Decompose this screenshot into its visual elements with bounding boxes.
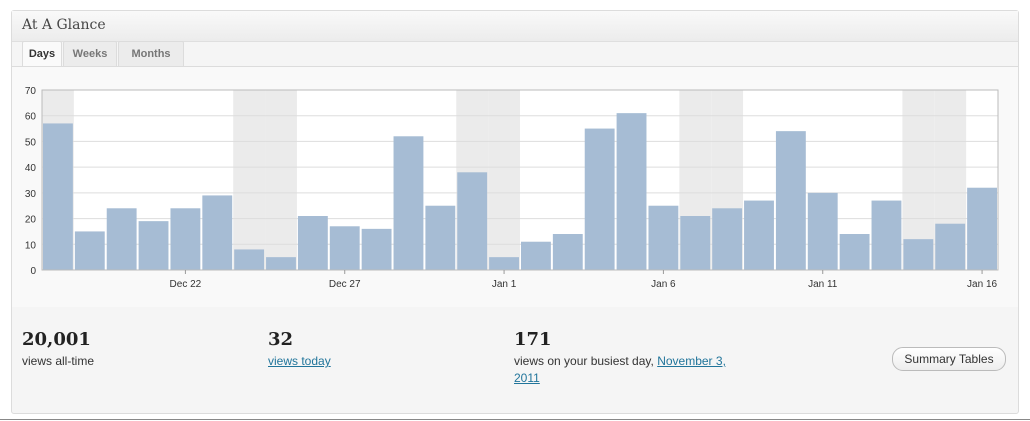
data-bar — [807, 192, 838, 270]
data-bar — [425, 205, 456, 270]
x-tick-label: Dec 22 — [170, 279, 202, 290]
data-bar — [266, 257, 296, 270]
y-tick-label: 10 — [25, 240, 37, 251]
data-bar — [744, 200, 774, 270]
data-bar — [106, 208, 137, 270]
busiest-day-date-link[interactable]: November 3, — [657, 354, 726, 368]
data-bar — [839, 234, 870, 270]
data-bar — [903, 239, 934, 270]
y-tick-label: 40 — [25, 163, 37, 174]
data-bar — [138, 221, 169, 270]
page-divider — [0, 419, 1030, 420]
y-tick-label: 0 — [30, 266, 36, 277]
data-bar — [297, 216, 328, 270]
data-bar — [43, 123, 73, 270]
data-bar — [521, 241, 551, 270]
y-tick-label: 70 — [25, 86, 37, 97]
weekend-shade-band — [488, 90, 520, 270]
weekend-shade-band — [233, 90, 266, 270]
data-bar — [552, 234, 583, 270]
views-chart-area: 0 10 20 30 40 50 60 70 Dec 22 Dec 27 Jan 1 Jan 6 Jan… — [12, 66, 1018, 307]
busiest-day-year-link[interactable]: 2011 — [514, 371, 540, 385]
data-bar — [648, 205, 679, 270]
x-tick-label: Dec 27 — [329, 279, 361, 290]
weekend-shade-band — [265, 90, 297, 270]
today-views-value: 32 — [268, 329, 294, 350]
data-bar — [935, 223, 966, 270]
at-a-glance-panel: At A Glance Days Weeks Months 0 10 20 30 40 5… — [11, 10, 1019, 414]
tab-days[interactable]: Days — [22, 41, 62, 66]
stats-row: 20,001 views all-time 32 views today 171… — [12, 311, 1018, 411]
data-bar — [712, 208, 743, 270]
views-bar-chart: 0 10 20 30 40 50 60 70 Dec 22 Dec 27 Jan 1 Jan 6 Jan… — [25, 86, 999, 290]
y-tick-label: 60 — [25, 112, 37, 123]
data-bar — [234, 249, 265, 270]
data-bar — [74, 231, 105, 270]
data-bar — [967, 187, 997, 270]
data-bar — [361, 228, 392, 270]
tab-weeks[interactable]: Weeks — [63, 41, 117, 66]
data-bar — [680, 216, 711, 270]
data-bar — [457, 172, 488, 270]
alltime-views-value: 20,001 — [22, 329, 91, 350]
data-bar — [489, 257, 519, 270]
plot-frame — [41, 89, 999, 271]
x-tick-label: Jan 11 — [808, 279, 838, 290]
busiest-day-text: views on your busiest day, November 3, 2… — [514, 353, 754, 387]
data-bar — [775, 131, 806, 270]
data-bar — [329, 226, 360, 270]
panel-header: At A Glance — [12, 11, 1018, 42]
busiest-day-value: 171 — [514, 329, 552, 350]
busiest-day-label: views on your busiest day, — [514, 354, 654, 368]
data-bar — [393, 136, 424, 270]
y-tick-label: 20 — [25, 215, 37, 226]
y-tick-label: 50 — [25, 137, 37, 148]
data-bar — [584, 128, 615, 270]
x-tick-label: Jan 6 — [651, 279, 676, 290]
panel-title: At A Glance — [22, 17, 106, 33]
data-bar — [170, 208, 201, 270]
alltime-views-label: views all-time — [22, 354, 95, 368]
data-bar — [871, 200, 902, 270]
x-tick-label: Jan 1 — [492, 279, 517, 290]
data-bar — [202, 195, 233, 270]
summary-tables-button[interactable]: Summary Tables — [892, 347, 1006, 371]
x-tick-label: Jan 16 — [967, 279, 997, 290]
y-tick-label: 30 — [25, 189, 37, 200]
data-bar — [616, 113, 647, 270]
tab-months[interactable]: Months — [118, 41, 184, 66]
today-views-link[interactable]: views today — [268, 354, 331, 368]
